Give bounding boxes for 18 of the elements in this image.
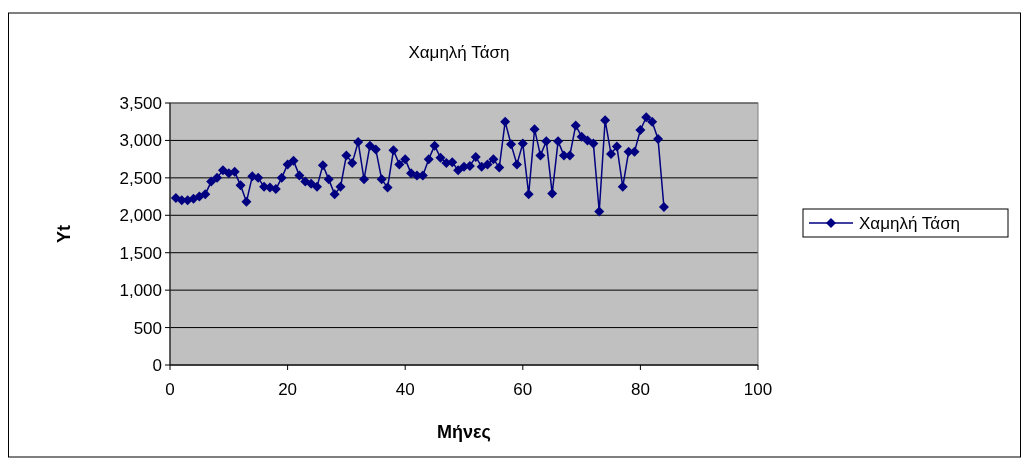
x-tick-label: 80	[630, 380, 650, 399]
chart-title: Χαμηλή Τάση	[408, 43, 510, 62]
y-tick-label: 3,000	[119, 131, 162, 151]
y-tick-label: 1,000	[119, 281, 162, 301]
y-tick-label: 1,500	[119, 243, 162, 263]
x-tick-label: 0	[165, 380, 175, 399]
y-tick-label: 500	[133, 318, 162, 338]
y-tick-label: 2,000	[119, 206, 162, 226]
x-tick-label: 60	[513, 380, 533, 399]
y-tick-label: 0	[152, 355, 162, 375]
legend-label: Χαμηλή Τάση	[859, 213, 961, 233]
x-axis-title: Μήνες	[437, 422, 491, 442]
x-tick-label: 100	[743, 380, 773, 399]
y-tick-label: 2,500	[119, 168, 162, 188]
y-tick-label: 3,500	[119, 93, 162, 113]
x-tick-label: 20	[278, 380, 298, 399]
x-tick-label: 40	[395, 380, 415, 399]
y-axis-title: Yt	[54, 224, 74, 243]
